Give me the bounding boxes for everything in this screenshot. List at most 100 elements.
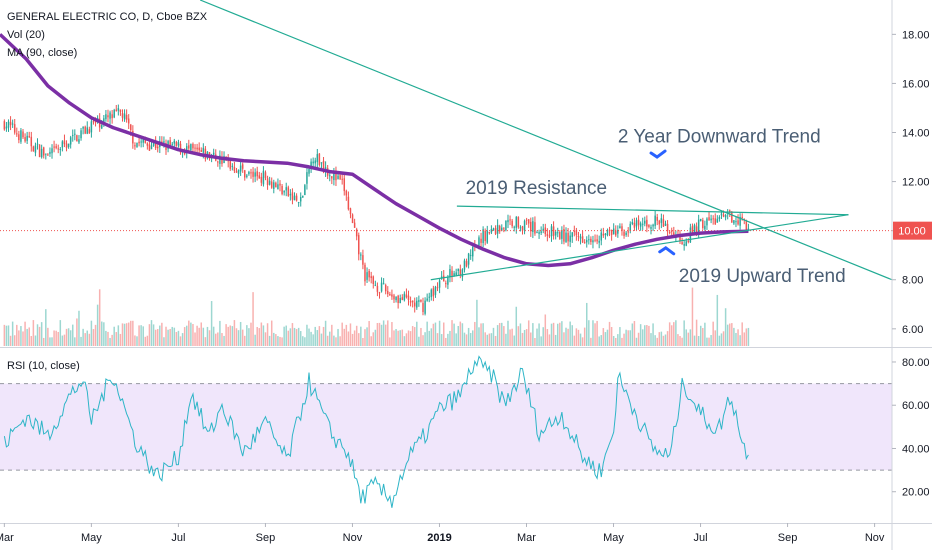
candle-body <box>650 226 652 229</box>
candle-body <box>606 230 609 236</box>
volume-bar <box>563 332 565 346</box>
volume-bar <box>150 320 153 346</box>
candle-body <box>486 230 489 243</box>
candle-body <box>283 191 285 193</box>
volume-bar <box>600 335 603 346</box>
volume-bar <box>442 322 445 346</box>
candle-body <box>177 142 180 146</box>
volume-bar <box>107 331 109 346</box>
rsi-line <box>3 355 749 508</box>
candle-body <box>743 218 746 220</box>
volume-bar <box>98 289 101 346</box>
candle-body <box>173 140 176 144</box>
volume-bar <box>328 331 331 346</box>
candle-body <box>581 236 584 243</box>
volume-bar <box>312 334 314 346</box>
volume-bar <box>691 287 694 346</box>
volume-bar <box>109 337 111 346</box>
volume-bar <box>183 327 186 346</box>
volume-bar <box>633 321 636 346</box>
rsi-tick-label: 60.00 <box>902 400 930 412</box>
volume-bar <box>673 322 675 346</box>
candle-body <box>88 129 91 134</box>
volume-bar <box>718 335 721 346</box>
volume-bar <box>745 328 748 346</box>
volume-bar <box>130 320 132 346</box>
volume-bar <box>726 324 729 346</box>
candle-body <box>554 231 557 236</box>
candle-body <box>198 147 200 151</box>
volume-bar <box>38 326 41 346</box>
candle-body <box>467 253 470 265</box>
volume-bar <box>401 329 404 346</box>
volume-bar <box>194 332 196 346</box>
volume-bar <box>637 332 640 346</box>
volume-bar <box>430 328 433 346</box>
volume-bar <box>223 335 225 346</box>
candle-body <box>418 300 420 302</box>
volume-bar <box>295 329 298 346</box>
volume-bar <box>695 319 698 346</box>
volume-bar <box>30 336 33 346</box>
volume-bar <box>525 329 528 346</box>
candle-body <box>146 143 149 146</box>
candle-body <box>264 172 267 178</box>
candle-body <box>36 143 39 145</box>
candle-body <box>47 154 49 156</box>
candle-body <box>11 123 14 125</box>
volume-bar <box>308 328 310 346</box>
volume-bar <box>355 325 358 346</box>
volume-bar <box>256 326 258 346</box>
candle-body <box>320 162 323 164</box>
candle-body <box>285 187 287 191</box>
candle-body <box>527 219 530 224</box>
volume-bar <box>165 326 167 346</box>
volume-bar <box>285 325 287 346</box>
candle-body <box>702 220 704 229</box>
candle-body <box>293 195 296 201</box>
volume-bar <box>326 335 329 346</box>
volume-bar <box>405 333 408 346</box>
candle-body <box>20 130 22 142</box>
candle-body <box>716 218 719 223</box>
candle-body <box>152 142 155 146</box>
volume-bar <box>74 337 76 346</box>
candle-body <box>710 218 712 221</box>
volume-bar <box>219 320 221 346</box>
candle-body <box>615 230 617 236</box>
volume-bar <box>331 324 333 346</box>
candle-body <box>426 298 428 301</box>
volume-bar <box>125 323 128 346</box>
candle-body <box>463 260 466 270</box>
candle-body <box>7 121 10 128</box>
volume-bar <box>478 327 480 346</box>
candle-body <box>353 222 356 228</box>
candle-body <box>358 235 360 255</box>
candle-body <box>577 235 580 237</box>
volume-bar <box>735 332 737 346</box>
candle-body <box>380 282 383 292</box>
volume-bar <box>59 320 62 346</box>
rsi-layer <box>3 355 749 508</box>
candle-body <box>399 298 401 304</box>
volume-bar <box>53 330 55 346</box>
rsi-tick-label: 40.00 <box>902 443 930 455</box>
candle-body <box>9 121 12 126</box>
time-tick-label: May <box>81 532 102 544</box>
rsi-band-layer <box>0 383 892 471</box>
candle-body <box>654 215 656 226</box>
volume-bar <box>96 304 99 346</box>
volume-bar <box>590 337 592 346</box>
candle-body <box>561 230 563 239</box>
candle-body <box>169 140 171 146</box>
volume-bar <box>358 333 360 346</box>
time-tick-label: Nov <box>865 532 885 544</box>
volume-bar <box>202 327 205 346</box>
volume-bar <box>702 327 704 346</box>
candle-body <box>105 114 107 120</box>
volume-bar <box>428 330 430 346</box>
candle-body <box>542 228 544 231</box>
candle-body <box>457 268 459 271</box>
candle-body <box>623 231 625 236</box>
candle-body <box>637 219 640 225</box>
